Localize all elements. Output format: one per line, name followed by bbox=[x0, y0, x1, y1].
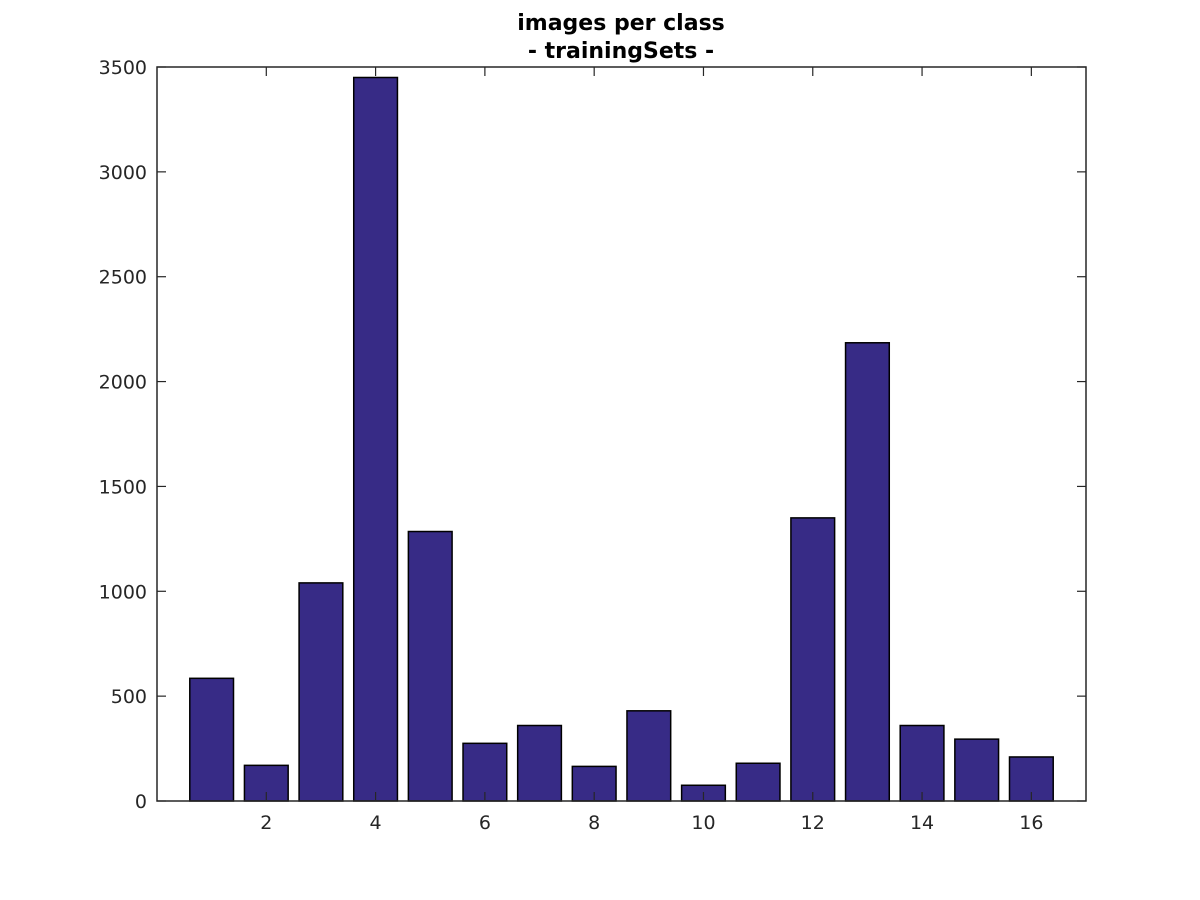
y-tick-label: 0 bbox=[135, 791, 147, 813]
y-tick-label: 1000 bbox=[99, 581, 147, 603]
x-tick-label: 10 bbox=[691, 812, 715, 834]
bar-7 bbox=[516, 724, 563, 802]
chart-subtitle: - trainingSets - bbox=[528, 39, 714, 64]
bar-9 bbox=[626, 710, 672, 802]
bar-1 bbox=[189, 677, 235, 802]
ticks-group: 2 4 6 8 10 12 14 16 0 500 1000 1500 2000 2500 3000 3500 bbox=[99, 57, 1086, 834]
bars-group bbox=[189, 76, 1054, 802]
chart-title: images per class bbox=[517, 11, 725, 36]
x-tick-label: 16 bbox=[1019, 812, 1043, 834]
y-tick-label: 2500 bbox=[99, 267, 147, 289]
bar-6 bbox=[462, 742, 508, 802]
x-tick-label: 14 bbox=[910, 812, 934, 834]
bar-5 bbox=[407, 530, 453, 802]
bar-11 bbox=[735, 762, 781, 802]
bar-13 bbox=[844, 342, 891, 802]
bar-15 bbox=[954, 738, 1000, 802]
y-tick-label: 3000 bbox=[99, 162, 147, 184]
x-tick-label: 8 bbox=[588, 812, 600, 834]
x-tick-label: 4 bbox=[370, 812, 382, 834]
y-tick-label: 2000 bbox=[99, 372, 147, 394]
bar-3 bbox=[298, 582, 344, 802]
bar-4 bbox=[352, 76, 399, 802]
bar-12 bbox=[790, 517, 836, 802]
y-tick-label: 500 bbox=[111, 686, 147, 708]
x-tick-label: 6 bbox=[479, 812, 491, 834]
y-tick-label: 3500 bbox=[99, 57, 147, 79]
x-tick-label: 2 bbox=[260, 812, 272, 834]
bar-14 bbox=[899, 724, 945, 802]
y-tick-label: 1500 bbox=[99, 476, 147, 498]
x-tick-label: 12 bbox=[801, 812, 825, 834]
axes-box bbox=[156, 66, 1087, 802]
